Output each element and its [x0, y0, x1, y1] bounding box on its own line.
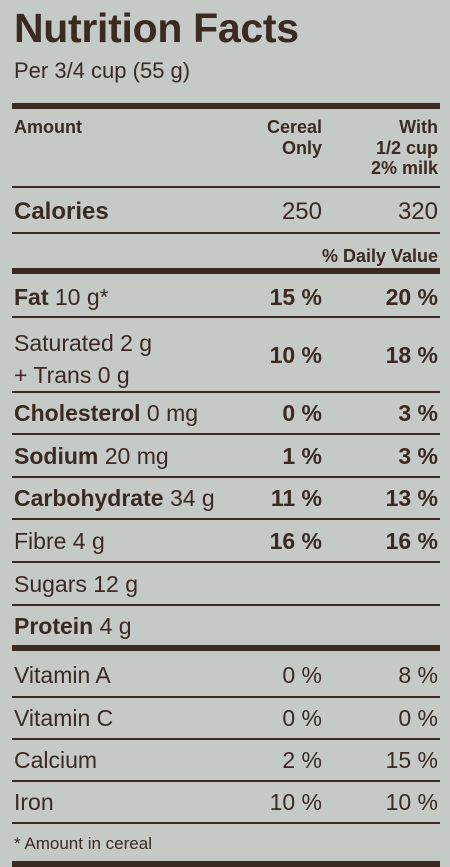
divider	[12, 518, 440, 520]
calories-cereal: 250	[281, 198, 322, 225]
dv-with-milk: 16 %	[385, 528, 438, 554]
thick-divider	[12, 645, 440, 651]
divider	[12, 391, 440, 393]
divider	[12, 822, 440, 824]
divider	[12, 696, 440, 698]
dv-with-milk: 8 %	[398, 662, 438, 688]
dv-cereal: 16 %	[269, 528, 322, 554]
divider	[12, 232, 440, 234]
cereal-only-header: Cereal Only	[267, 117, 322, 158]
nutrient-name: Saturated 2 g	[14, 330, 153, 356]
nutrient-name: + Trans 0 g	[14, 362, 130, 388]
amount-header: Amount	[14, 117, 82, 137]
divider	[12, 561, 440, 563]
calories-label: Calories	[14, 198, 109, 225]
nutrient-name: Carbohydrate	[14, 485, 164, 511]
nutrient-label: Fibre 4 g	[14, 528, 105, 554]
calories-with-milk: 320	[397, 198, 438, 225]
dv-cereal: 10 %	[269, 342, 322, 368]
nutrient-label: Sodium 20 mg	[14, 445, 169, 468]
dv-with-milk: 3 %	[398, 400, 438, 426]
dv-cereal: 0 %	[282, 662, 322, 688]
vitamin-label: Vitamin A	[14, 662, 111, 688]
dv-cereal: 1 %	[282, 443, 322, 469]
dv-cereal: 10 %	[269, 789, 322, 815]
footnote: * Amount in cereal	[14, 834, 152, 853]
thick-divider	[12, 861, 440, 867]
divider	[12, 604, 440, 606]
serving-size: Per 3/4 cup (55 g)	[14, 58, 191, 83]
daily-value-row: % Daily Value	[14, 246, 438, 266]
nutrient-amount: 0 mg	[146, 400, 199, 426]
dv-with-milk: 18 %	[385, 342, 438, 368]
cereal-header-line: Only	[281, 137, 322, 158]
nutrient-amount: 4 g	[99, 613, 132, 639]
daily-value-label: % Daily Value	[321, 246, 438, 266]
nutrient-label: Fat 10 g*	[14, 286, 109, 309]
dv-cereal: 0 %	[282, 705, 322, 731]
nutrient-label: Sugars 12 g	[14, 571, 139, 597]
divider	[12, 186, 440, 188]
vitamin-label: Vitamin C	[14, 705, 114, 731]
divider	[12, 316, 440, 318]
nutrient-name: Cholesterol	[14, 400, 141, 426]
dv-cereal: 15 %	[269, 284, 322, 310]
milk-header-line: With	[399, 117, 438, 137]
vitamin-label: Iron	[14, 789, 54, 815]
dv-cereal: 11 %	[270, 485, 322, 511]
divider	[12, 738, 440, 740]
thick-divider	[12, 268, 440, 274]
nutrient-name: Fat	[14, 284, 49, 310]
dv-with-milk: 0 %	[398, 705, 438, 731]
milk-header-line: 2% milk	[370, 158, 438, 179]
nutrient-label: Saturated 2 g + Trans 0 g	[14, 327, 152, 391]
cereal-header-line: Cereal	[266, 117, 322, 137]
dv-with-milk: 15 %	[385, 747, 438, 773]
vitamin-label: Calcium	[14, 747, 98, 773]
dv-cereal: 2 %	[282, 747, 322, 773]
panel-title: Nutrition Facts	[14, 5, 299, 51]
dv-with-milk: 20 %	[385, 284, 438, 310]
column-header: Amount Cereal Only With 1/2 cup 2% milk	[14, 117, 438, 183]
nutrient-label: Carbohydrate 34 g	[14, 487, 215, 510]
dv-with-milk: 13 %	[385, 485, 438, 511]
thick-divider	[12, 103, 440, 109]
dv-with-milk: 3 %	[398, 443, 438, 469]
nutrient-label: Cholesterol 0 mg	[14, 402, 198, 425]
divider	[12, 433, 440, 435]
with-milk-header: With 1/2 cup 2% milk	[371, 117, 438, 179]
divider	[12, 476, 440, 478]
divider	[12, 780, 440, 782]
dv-cereal: 0 %	[282, 400, 322, 426]
nutrient-label: Protein 4 g	[14, 615, 132, 638]
nutrient-name: Protein	[14, 613, 94, 639]
milk-header-line: 1/2 cup	[375, 137, 438, 158]
nutrient-amount: 34 g	[169, 485, 215, 511]
nutrient-amount: 20 mg	[104, 443, 169, 469]
nutrient-amount: 10 g*	[54, 284, 109, 310]
calories-row: Calories 250 320	[14, 200, 438, 224]
dv-with-milk: 10 %	[385, 789, 438, 815]
nutrient-name: Sodium	[14, 443, 99, 469]
